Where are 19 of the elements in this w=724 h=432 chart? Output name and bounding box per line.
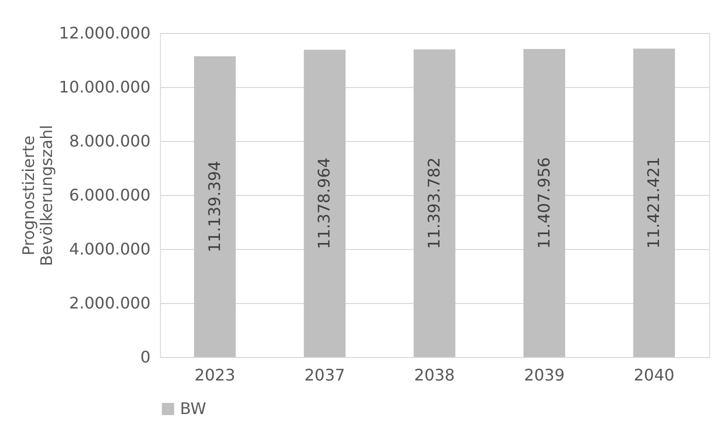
y-tick-label: 2.000.000 <box>69 294 150 312</box>
y-axis-title: Prognostizierte Bevölkerungszahl <box>18 124 56 266</box>
y-tick-label: 0 <box>140 348 150 366</box>
data-label: 11.393.782 <box>424 157 444 249</box>
data-label: 11.407.956 <box>534 157 554 249</box>
y-tick-label: 8.000.000 <box>69 132 150 150</box>
data-label: 11.421.421 <box>644 157 664 249</box>
x-tick-label: 2038 <box>414 366 455 384</box>
x-tick-label: 2023 <box>194 366 236 384</box>
y-tick-label: 10.000.000 <box>58 78 150 96</box>
y-tick-label: 12.000.000 <box>58 24 150 42</box>
x-tick-label: 2037 <box>304 366 346 384</box>
x-tick-label: 2040 <box>634 366 674 384</box>
legend-label: BW <box>180 399 206 418</box>
data-label: 11.378.964 <box>314 158 334 250</box>
data-label: 11.139.394 <box>204 160 224 252</box>
x-tick-label: 2039 <box>524 366 565 384</box>
y-tick-label: 4.000.000 <box>69 240 150 258</box>
y-tick-label: 6.000.000 <box>69 186 150 204</box>
